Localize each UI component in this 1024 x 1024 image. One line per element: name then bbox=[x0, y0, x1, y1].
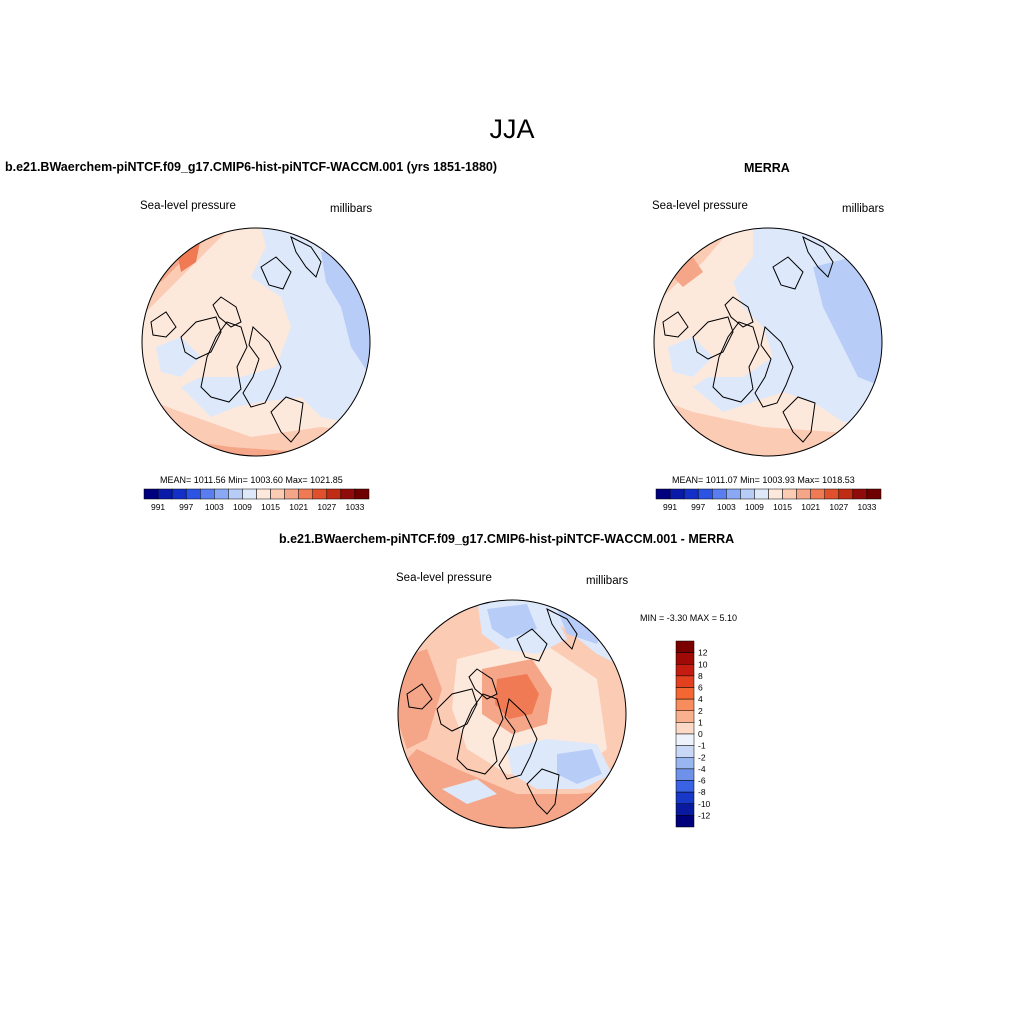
diff-left-label: Sea-level pressure bbox=[396, 572, 492, 584]
model-colorbar-box bbox=[354, 488, 370, 500]
obs-colorbar-box bbox=[697, 488, 713, 500]
obs-colorbar-box bbox=[740, 488, 755, 500]
model-colorbar-box bbox=[143, 488, 159, 500]
diff-colorbar-label: 10 bbox=[698, 659, 708, 669]
model-colorbar-box bbox=[284, 488, 299, 500]
obs-colorbar-box bbox=[866, 488, 882, 500]
model-colorbar-box bbox=[171, 488, 187, 500]
model-colorbar-box bbox=[228, 488, 243, 500]
diff-colorbar-label: 2 bbox=[698, 706, 703, 716]
obs-colorbar-label: 1003 bbox=[717, 502, 736, 512]
model-colorbar-box bbox=[312, 488, 328, 500]
obs-left-label: Sea-level pressure bbox=[652, 200, 748, 212]
model-colorbar-label: 1009 bbox=[233, 502, 252, 512]
model-units-label: millibars bbox=[330, 203, 373, 215]
diff-colorbar-label: -2 bbox=[698, 752, 706, 762]
diff-polar-map bbox=[397, 599, 627, 829]
model-colorbar-box bbox=[340, 488, 356, 500]
diff-colorbar-box bbox=[675, 710, 695, 723]
obs-colorbar-label: 1021 bbox=[801, 502, 820, 512]
obs-colorbar-box bbox=[824, 488, 840, 500]
diff-colorbar-box bbox=[675, 698, 695, 711]
diff-colorbar-label: 6 bbox=[698, 683, 703, 693]
model-colorbar-label: 997 bbox=[179, 502, 193, 512]
diff-colorbar-box bbox=[675, 757, 695, 770]
obs-colorbar-box bbox=[838, 488, 854, 500]
obs-colorbar-label: 1015 bbox=[773, 502, 792, 512]
model-colorbar-box bbox=[270, 488, 285, 500]
diff-colorbar-box bbox=[675, 664, 695, 677]
obs-colorbar-box bbox=[782, 488, 797, 500]
obs-colorbar-box bbox=[712, 488, 727, 500]
diff-colorbar-box bbox=[675, 640, 695, 653]
obs-colorbar-label: 1033 bbox=[857, 502, 876, 512]
diff-colorbar-label: 8 bbox=[698, 671, 703, 681]
diff-colorbar-box bbox=[675, 722, 695, 735]
diff-colorbar-box bbox=[675, 815, 695, 828]
model-colorbar-box bbox=[185, 488, 201, 500]
diff-colorbar-box bbox=[675, 687, 695, 700]
diff-colorbar-box bbox=[675, 675, 695, 688]
model-colorbar-label: 1027 bbox=[317, 502, 336, 512]
diff-colorbar-label: 4 bbox=[698, 694, 703, 704]
diff-stats: MIN = -3.30 MAX = 5.10 bbox=[640, 613, 738, 623]
obs-colorbar-box bbox=[796, 488, 811, 500]
model-colorbar-box bbox=[157, 488, 173, 500]
model-colorbar-label: 1033 bbox=[345, 502, 364, 512]
diff-colorbar-label: -6 bbox=[698, 776, 706, 786]
diff-colorbar-label: -12 bbox=[698, 810, 711, 820]
diff-colorbar-box bbox=[675, 652, 695, 665]
model-panel-title: b.e21.BWaerchem-piNTCF.f09_g17.CMIP6-his… bbox=[5, 160, 498, 174]
diff-colorbar-label: -8 bbox=[698, 787, 706, 797]
model-colorbar-label: 1015 bbox=[261, 502, 280, 512]
diff-colorbar-box bbox=[675, 733, 695, 746]
diff-colorbar-box bbox=[675, 768, 695, 781]
model-colorbar-label: 1003 bbox=[205, 502, 224, 512]
obs-colorbar-box bbox=[683, 488, 699, 500]
obs-colorbar-box bbox=[810, 488, 825, 500]
obs-colorbar-label: 1027 bbox=[829, 502, 848, 512]
model-colorbar-box bbox=[256, 488, 271, 500]
model-colorbar-box bbox=[200, 488, 215, 500]
diff-colorbar-label: 0 bbox=[698, 729, 703, 739]
obs-polar-map bbox=[653, 227, 883, 457]
obs-stats: MEAN= 1011.07 Min= 1003.93 Max= 1018.53 bbox=[672, 475, 855, 485]
obs-colorbar-label: 1009 bbox=[745, 502, 764, 512]
diff-colorbar-label: -10 bbox=[698, 799, 711, 809]
obs-colorbar: 991 997 1003 1009 1015 1021 1027 1033 bbox=[655, 488, 882, 512]
model-colorbar-label: 991 bbox=[151, 502, 165, 512]
diff-panel-title: b.e21.BWaerchem-piNTCF.f09_g17.CMIP6-his… bbox=[279, 532, 735, 546]
obs-colorbar-box bbox=[852, 488, 868, 500]
diff-colorbar-box bbox=[675, 745, 695, 758]
model-colorbar-box bbox=[326, 488, 342, 500]
model-polar-map bbox=[141, 227, 371, 457]
model-colorbar-box bbox=[298, 488, 313, 500]
diff-colorbar-box bbox=[675, 780, 695, 793]
obs-colorbar-box bbox=[768, 488, 783, 500]
diff-units-label: millibars bbox=[586, 575, 629, 587]
model-colorbar-label: 1021 bbox=[289, 502, 308, 512]
obs-colorbar-box bbox=[754, 488, 769, 500]
model-stats: MEAN= 1011.56 Min= 1003.60 Max= 1021.85 bbox=[160, 475, 343, 485]
model-colorbar: 991 997 1003 1009 1015 1021 1027 1033 bbox=[143, 488, 370, 512]
obs-colorbar-box bbox=[655, 488, 671, 500]
diff-colorbar-label: 12 bbox=[698, 648, 708, 658]
diff-colorbar-label: -1 bbox=[698, 741, 706, 751]
model-left-label: Sea-level pressure bbox=[140, 200, 236, 212]
obs-colorbar-label: 991 bbox=[663, 502, 677, 512]
obs-panel-title: MERRA bbox=[744, 161, 790, 175]
obs-colorbar-box bbox=[669, 488, 685, 500]
model-colorbar-box bbox=[242, 488, 257, 500]
obs-colorbar-label: 997 bbox=[691, 502, 705, 512]
diff-colorbar-box bbox=[675, 791, 695, 804]
diff-colorbar-box bbox=[675, 803, 695, 816]
obs-colorbar-box bbox=[726, 488, 741, 500]
diff-colorbar-label: -4 bbox=[698, 764, 706, 774]
figure-title: JJA bbox=[489, 114, 535, 144]
obs-units-label: millibars bbox=[842, 203, 885, 215]
model-colorbar-box bbox=[214, 488, 229, 500]
diff-colorbar-label: 1 bbox=[698, 717, 703, 727]
